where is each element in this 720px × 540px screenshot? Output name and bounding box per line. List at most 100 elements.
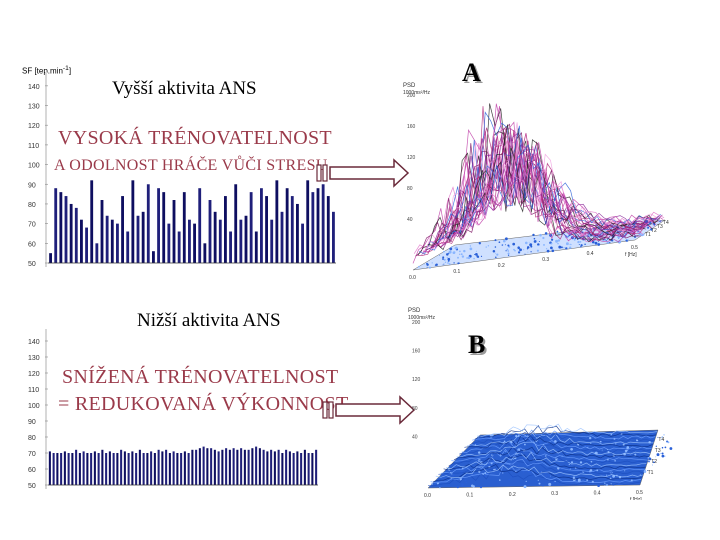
bar: [240, 448, 243, 485]
bar: [157, 449, 160, 485]
spectrum-speckle: [648, 460, 650, 463]
spectrum-speckle: [619, 459, 621, 462]
spectrum-trace: [477, 423, 658, 437]
bar: [152, 251, 155, 263]
bar: [63, 451, 66, 485]
bottom-spectrum-panel: PSD 1000ms²/Hz 200 160 120 80 40 0.0 0.1 0.2 0.3 0.…: [400, 300, 689, 503]
bar: [210, 448, 213, 485]
spectrum-speckle: [625, 239, 627, 242]
spectrum-speckle: [661, 446, 664, 449]
spectrum-speckle: [627, 239, 629, 241]
bar: [176, 453, 179, 485]
bar: [167, 223, 171, 263]
bar: [285, 188, 289, 263]
spectrum-speckle: [539, 470, 542, 473]
spectrum-speckle: [454, 247, 456, 249]
spectrum-speckle: [431, 483, 433, 485]
spectrum-speckle: [439, 487, 441, 489]
spectrum-speckle: [499, 479, 501, 481]
bar: [116, 223, 119, 263]
bar: [296, 451, 299, 485]
spectrum-speckle: [531, 465, 534, 468]
spectrum-speckle: [434, 264, 437, 266]
spectrum-trace: [474, 425, 657, 440]
spectrum-y-tick: 160: [407, 124, 416, 130]
spectrum-trace: [438, 460, 644, 475]
spectrum-speckle: [557, 232, 560, 235]
spectrum-speckle: [448, 250, 452, 254]
spectrum-speckle: [426, 262, 428, 265]
bar: [136, 215, 140, 263]
spectrum-speckle: [595, 480, 598, 482]
bar: [208, 200, 212, 263]
bar: [311, 453, 314, 485]
bar: [131, 451, 134, 485]
bar: [60, 453, 63, 485]
spectrum-y-tick: 200: [407, 93, 416, 99]
spectrum-speckle: [577, 240, 580, 244]
spectrum-speckle: [655, 456, 657, 458]
spectrum-speckle: [518, 451, 521, 454]
spectrum-speckle: [539, 233, 542, 237]
spectrum-speckle: [550, 246, 553, 250]
spectrum-speckle: [458, 262, 460, 264]
spectrum-speckle: [660, 453, 662, 455]
spectrum-speckle: [513, 248, 515, 251]
spectrum-speckle: [523, 443, 526, 446]
spectrum-speckle: [494, 239, 497, 242]
spectrum-speckle: [507, 252, 510, 255]
bar: [292, 453, 295, 485]
spectrum-speckle: [548, 482, 552, 486]
spectrum-speckle: [558, 458, 561, 462]
spectrum-trace: [427, 131, 646, 246]
spectrum-speckle: [604, 484, 606, 486]
spectrum-speckle: [487, 441, 489, 443]
spectrum-trace: [459, 439, 651, 455]
spectrum-speckle: [667, 441, 670, 444]
bar: [108, 451, 111, 485]
spectrum-speckle: [484, 475, 487, 478]
bar: [270, 219, 274, 263]
spectrum-speckle: [473, 257, 475, 260]
spectrum-speckle: [503, 440, 506, 443]
spectrum-speckle: [555, 239, 559, 243]
bar: [296, 203, 299, 263]
spectrum-speckle: [597, 243, 601, 246]
spectrum-speckle: [525, 480, 527, 483]
spectrum-trace: [466, 432, 654, 447]
bar: [93, 451, 96, 485]
spectrum-speckle: [669, 447, 673, 450]
spectrum-speckle: [491, 459, 495, 463]
spectrum-speckle: [568, 463, 570, 466]
spectrum-speckle: [527, 251, 529, 253]
bar: [64, 196, 68, 263]
bar: [307, 453, 310, 485]
spectrum-x-tick: 0.1: [466, 492, 473, 498]
spectrum-speckle: [436, 482, 439, 485]
bar: [153, 453, 156, 485]
spectrum-speckle: [557, 242, 559, 245]
spectrum-speckle: [469, 247, 473, 251]
spectrum-y-tick: 40: [407, 217, 413, 223]
spectrum-ylabel-unit: 1000ms²/Hz: [403, 90, 430, 96]
y-tick-label: 90: [28, 182, 36, 189]
bar: [59, 192, 63, 263]
spectrum-trace: [452, 152, 664, 239]
bar: [90, 180, 94, 263]
spectrum-trace: [435, 464, 643, 478]
spectrum-speckle: [512, 458, 514, 460]
spectrum-speckle: [537, 245, 539, 247]
y-tick-label: 100: [28, 163, 40, 170]
spectrum-speckle: [472, 485, 475, 488]
spectrum-trace: [451, 159, 663, 238]
spectrum-trace: [472, 429, 656, 441]
spectrum-trace: [439, 131, 655, 242]
spectrum-trace: [453, 446, 650, 461]
spectrum-trace: [448, 144, 661, 239]
spectrum-speckle: [519, 248, 522, 252]
bottom-line2: = REDUKOVANÁ VÝKONNOST: [58, 393, 349, 415]
spectrum-speckle: [517, 464, 520, 467]
spectrum-speckle: [442, 264, 444, 266]
bar: [249, 192, 253, 263]
spectrum-speckle: [601, 449, 603, 451]
